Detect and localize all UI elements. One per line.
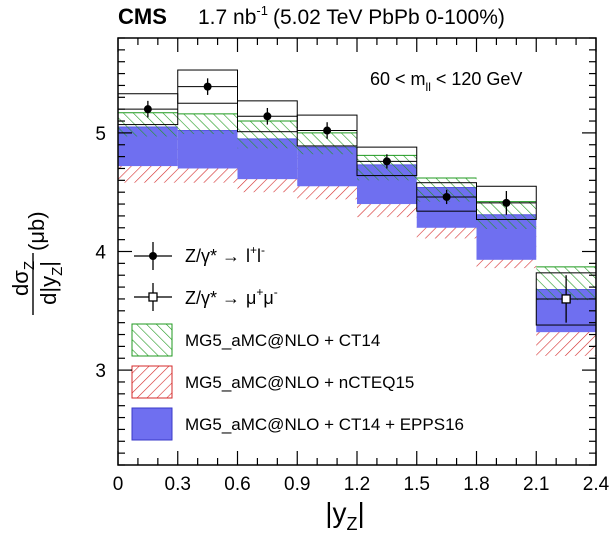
y-tick-label: 3 [95, 361, 106, 382]
legend-entry-mumu: Z/γ* → μ+μ- [185, 285, 278, 308]
x-tick-label: 0.9 [284, 474, 310, 495]
legend-swatch-ct14 [131, 323, 173, 357]
legend: Z/γ* → l+l- Z/γ* → μ+μ- MG5_aMC@NLO + CT14… [134, 242, 464, 434]
data-points [117, 69, 597, 326]
x-tick-label: 2.4 [583, 474, 610, 495]
ll-point-marker-2 [263, 112, 272, 121]
legend-marker-mumu [134, 283, 172, 311]
ll-point-marker-5 [442, 192, 451, 201]
x-tick-label: 1.8 [463, 474, 489, 495]
mumu-point-marker-0 [561, 294, 571, 304]
legend-swatch-ncteq15 [131, 365, 173, 399]
mass-range-sub: ll [426, 80, 431, 94]
mass-range-prefix: 60 < m [370, 69, 426, 89]
ct14-band-bin-3 [297, 132, 357, 155]
ll-point-marker-4 [382, 157, 391, 166]
x-axis-title: |yZ| [325, 497, 365, 534]
legend-entry-epps16: MG5_aMC@NLO + CT14 + EPPS16 [185, 415, 464, 434]
axes: 0 0.3 0.6 0.9 1.2 1.5 1.8 2.1 2.4 3 4 5 [95, 37, 610, 495]
legend-entry-ncteq15: MG5_aMC@NLO + nCTEQ15 [185, 373, 414, 392]
x-tick-label: 1.2 [344, 474, 370, 495]
x-tick-label: 0.6 [224, 474, 250, 495]
x-tick-label: 2.1 [523, 474, 549, 495]
epps16-band-bin-1 [177, 130, 238, 169]
x-tick-label: 0 [113, 474, 124, 495]
mass-range-annotation: 60 < mll < 120 GeV [370, 69, 522, 94]
ll-point-marker-1 [203, 82, 212, 91]
legend-entry-ll: Z/γ* → l+l- [185, 243, 265, 266]
prediction-bands [118, 112, 596, 356]
svg-text:(μb): (μb) [24, 211, 49, 251]
ct14-band-bin-5 [416, 177, 477, 202]
mass-range-suffix: < 120 GeV [436, 69, 523, 89]
ct14-band-bin-2 [237, 121, 298, 149]
legend-entry-ct14: MG5_aMC@NLO + CT14 [185, 331, 380, 350]
svg-text:d|yZ|: d|yZ| [36, 261, 66, 305]
x-tick-label: 0.3 [165, 474, 191, 495]
lumi-exponent: -1 [256, 3, 268, 18]
lumi-condition: (5.02 TeV PbPb 0-100%) [273, 6, 505, 29]
legend-swatch-epps16 [131, 407, 173, 441]
ll-point-marker-6 [502, 198, 511, 207]
legend-marker-ll [134, 242, 172, 270]
lumi-value: 1.7 nb [198, 6, 256, 29]
ll-point-marker-3 [323, 126, 332, 135]
ct14-band-bin-1 [177, 113, 238, 135]
ll-point-marker-0 [143, 105, 152, 114]
y-axis-title: dσZ d|yZ| (μb) [8, 211, 66, 315]
legend-boxes [131, 323, 173, 441]
y-tick-label: 4 [95, 243, 106, 264]
lumi-label: 1.7 nb-1 (5.02 TeV PbPb 0-100%) [198, 3, 505, 29]
x-tick-label: 1.5 [404, 474, 430, 495]
cms-label: CMS [118, 4, 167, 29]
y-tick-label: 5 [95, 124, 106, 145]
